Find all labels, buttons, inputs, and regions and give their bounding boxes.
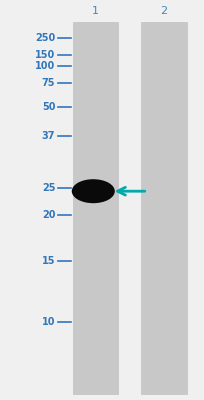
- Text: 150: 150: [35, 50, 55, 60]
- Text: 15: 15: [42, 256, 55, 266]
- Text: 100: 100: [35, 61, 55, 71]
- Text: 2: 2: [160, 6, 167, 16]
- Bar: [141, 22, 186, 394]
- Text: 75: 75: [42, 78, 55, 88]
- Text: 20: 20: [42, 210, 55, 220]
- Text: 25: 25: [42, 183, 55, 193]
- Text: 10: 10: [42, 317, 55, 327]
- Bar: [72, 22, 117, 394]
- Text: 37: 37: [42, 131, 55, 141]
- Text: 1: 1: [91, 6, 98, 16]
- Text: 250: 250: [35, 33, 55, 43]
- Text: 50: 50: [42, 102, 55, 112]
- Ellipse shape: [71, 179, 114, 203]
